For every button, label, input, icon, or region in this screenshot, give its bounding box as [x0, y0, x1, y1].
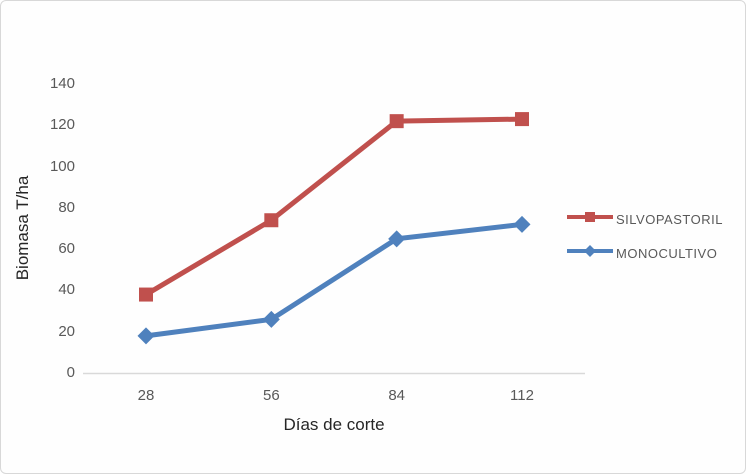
legend-icon-slot [567, 243, 613, 264]
x-axis-title: Días de corte [283, 415, 385, 434]
series-line-monocultivo [145, 221, 523, 339]
y-axis-title: Biomasa T/ha [13, 175, 32, 281]
legend-icon-slot [567, 209, 613, 230]
legend-diamond-line-icon [567, 245, 613, 257]
x-tick-label: 28 [137, 387, 155, 404]
silvopastoril-square-marker [139, 287, 153, 302]
x-tick-label: 56 [262, 387, 280, 404]
silvopastoril-square-marker [264, 213, 279, 228]
y-tick-label: 120 [49, 116, 75, 134]
series-line-silvopastoril [144, 116, 523, 297]
monocultivo-diamond-marker [513, 215, 531, 233]
legend-label: MONOCULTIVO [616, 246, 718, 261]
monocultivo-diamond-marker [388, 230, 406, 248]
x-tick-label: 112 [510, 387, 534, 404]
legend: SILVOPASTORIL MONOCULTIVO [567, 209, 723, 264]
silvopastoril-square-marker [514, 112, 529, 127]
silvopastoril-square-marker [389, 114, 404, 129]
x-axis-tick-labels: 28 56 84 112 [1, 387, 745, 409]
y-tick-label: 40 [58, 281, 75, 299]
legend-item-silvopastoril: SILVOPASTORIL [567, 209, 723, 230]
legend-label: SILVOPASTORIL [616, 212, 723, 227]
y-tick-label: 100 [49, 157, 75, 175]
y-tick-label: 20 [58, 322, 75, 340]
x-tick-label: 84 [388, 387, 405, 404]
monocultivo-diamond-marker [137, 327, 155, 345]
legend-square-line-icon [567, 212, 613, 222]
y-tick-label: 60 [58, 240, 75, 258]
y-tick-label: 80 [58, 198, 75, 216]
y-tick-label: 0 [66, 364, 75, 381]
y-tick-label: 140 [49, 75, 75, 92]
monocultivo-diamond-marker [262, 310, 280, 328]
legend-item-monocultivo: MONOCULTIVO [567, 243, 723, 264]
